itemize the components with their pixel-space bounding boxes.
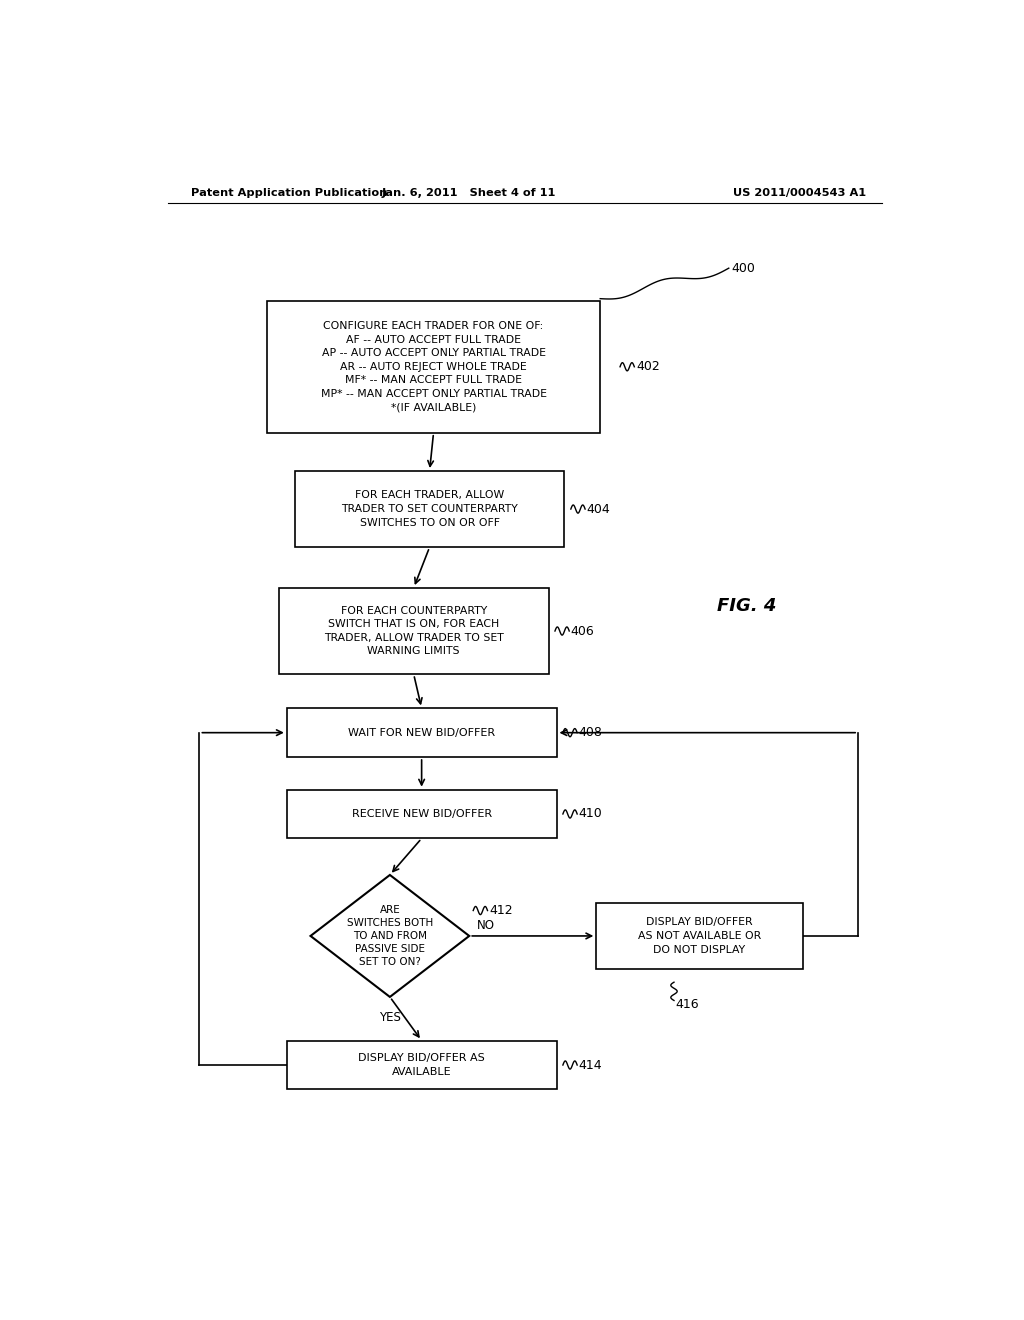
Bar [267,301,600,433]
Bar [596,903,803,969]
Bar [287,1040,557,1089]
Text: Patent Application Publication: Patent Application Publication [191,187,388,198]
Polygon shape [310,875,469,997]
Text: RECEIVE NEW BID/OFFER: RECEIVE NEW BID/OFFER [351,809,492,818]
Text: FOR EACH COUNTERPARTY
SWITCH THAT IS ON, FOR EACH
TRADER, ALLOW TRADER TO SET
WA: FOR EACH COUNTERPARTY SWITCH THAT IS ON,… [324,606,504,656]
Text: YES: YES [379,1011,400,1024]
Text: 406: 406 [570,624,595,638]
Text: FOR EACH TRADER, ALLOW
TRADER TO SET COUNTERPARTY
SWITCHES TO ON OR OFF: FOR EACH TRADER, ALLOW TRADER TO SET COU… [341,491,518,528]
Text: US 2011/0004543 A1: US 2011/0004543 A1 [733,187,866,198]
Text: 412: 412 [489,904,513,917]
Bar [287,709,557,758]
Text: ARE
SWITCHES BOTH
TO AND FROM
PASSIVE SIDE
SET TO ON?: ARE SWITCHES BOTH TO AND FROM PASSIVE SI… [347,906,433,966]
Text: FIG. 4: FIG. 4 [718,597,776,615]
Text: 410: 410 [579,808,602,821]
Bar [295,471,564,548]
Text: DISPLAY BID/OFFER
AS NOT AVAILABLE OR
DO NOT DISPLAY: DISPLAY BID/OFFER AS NOT AVAILABLE OR DO… [638,917,761,954]
Text: 400: 400 [731,261,755,275]
Text: NO: NO [477,919,496,932]
Text: 408: 408 [579,726,603,739]
Bar [279,587,549,675]
Bar [287,789,557,838]
Text: CONFIGURE EACH TRADER FOR ONE OF:
AF -- AUTO ACCEPT FULL TRADE
AP -- AUTO ACCEPT: CONFIGURE EACH TRADER FOR ONE OF: AF -- … [321,321,547,413]
Text: 404: 404 [587,503,610,516]
Text: Jan. 6, 2011   Sheet 4 of 11: Jan. 6, 2011 Sheet 4 of 11 [382,187,556,198]
Text: DISPLAY BID/OFFER AS
AVAILABLE: DISPLAY BID/OFFER AS AVAILABLE [358,1053,485,1077]
Text: 416: 416 [676,998,699,1011]
Text: WAIT FOR NEW BID/OFFER: WAIT FOR NEW BID/OFFER [348,727,496,738]
Text: 414: 414 [579,1059,602,1072]
Text: 402: 402 [636,360,659,374]
